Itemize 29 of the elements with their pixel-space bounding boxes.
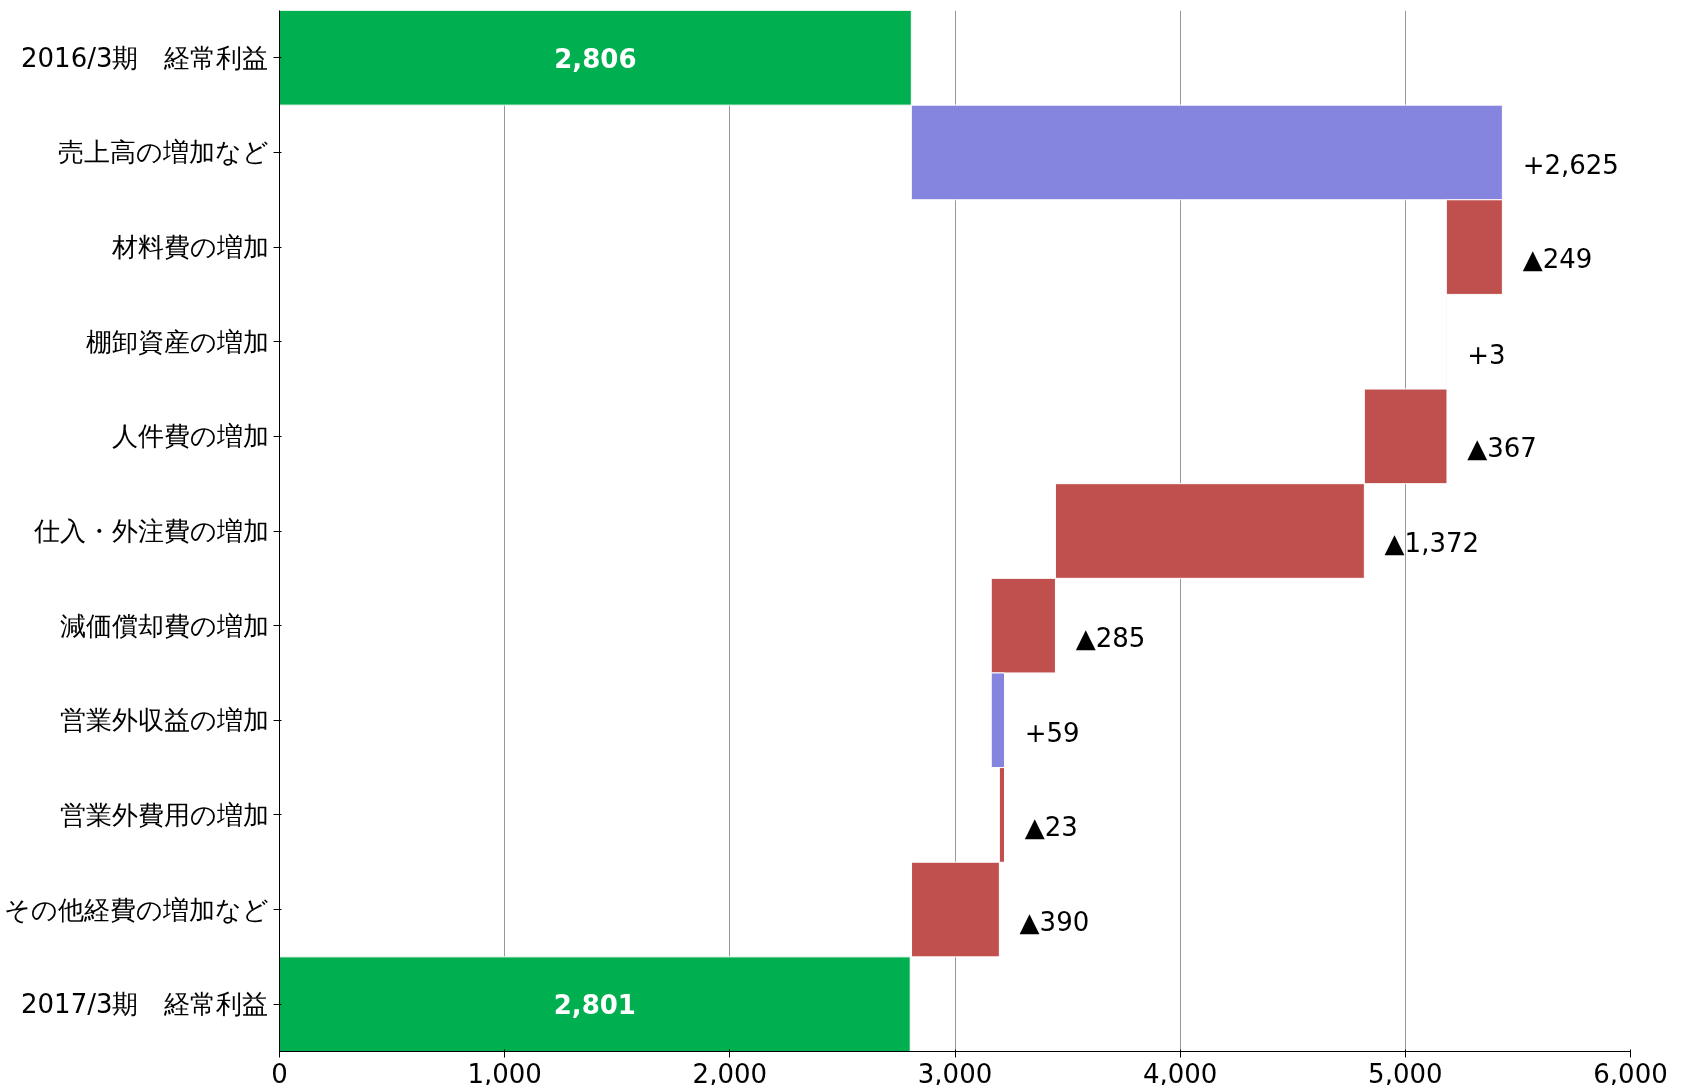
data-label: ▲23 — [1024, 811, 1078, 842]
data-label: +2,625 — [1522, 150, 1619, 181]
y-tick-label: 営業外費用の増加 — [59, 799, 269, 830]
x-tick-label: 3,000 — [917, 1058, 993, 1089]
y-tick-label: 減価償却費の増加 — [59, 610, 269, 641]
x-tick-label: 5,000 — [1368, 1058, 1443, 1089]
data-label: 2,801 — [553, 990, 636, 1021]
data-label: +3 — [1467, 339, 1506, 370]
y-tick-label: その他経費の増加など — [3, 894, 269, 925]
data-label: +59 — [1024, 718, 1080, 749]
data-label: ▲249 — [1522, 244, 1593, 275]
x-tick-label: 6,000 — [1593, 1058, 1668, 1089]
y-tick-label: 仕入・外注費の増加 — [32, 516, 269, 546]
y-tick-label: 材料費の増加 — [110, 232, 269, 263]
x-tick-label: 1,000 — [467, 1058, 542, 1089]
data-label: ▲390 — [1019, 906, 1090, 937]
x-tick-label: 0 — [271, 1058, 288, 1089]
y-tick-label: 2017/3期 経常利益 — [21, 989, 269, 1020]
y-tick-label: 人件費の増加 — [111, 421, 269, 452]
y-tick-label: 売上高の増加など — [57, 137, 269, 168]
y-tick-label: 棚卸資産の増加 — [85, 326, 269, 357]
x-tick-label: 4,000 — [1142, 1058, 1218, 1089]
data-label: ▲367 — [1467, 433, 1537, 464]
data-label: 2,806 — [554, 43, 637, 74]
y-tick-label: 営業外収益の増加 — [59, 705, 269, 736]
data-label: ▲285 — [1075, 622, 1146, 653]
data-label: ▲1,372 — [1384, 528, 1480, 558]
x-tick-label: 2,000 — [692, 1058, 768, 1089]
y-tick-label: 2016/3期 経常利益 — [21, 42, 269, 73]
